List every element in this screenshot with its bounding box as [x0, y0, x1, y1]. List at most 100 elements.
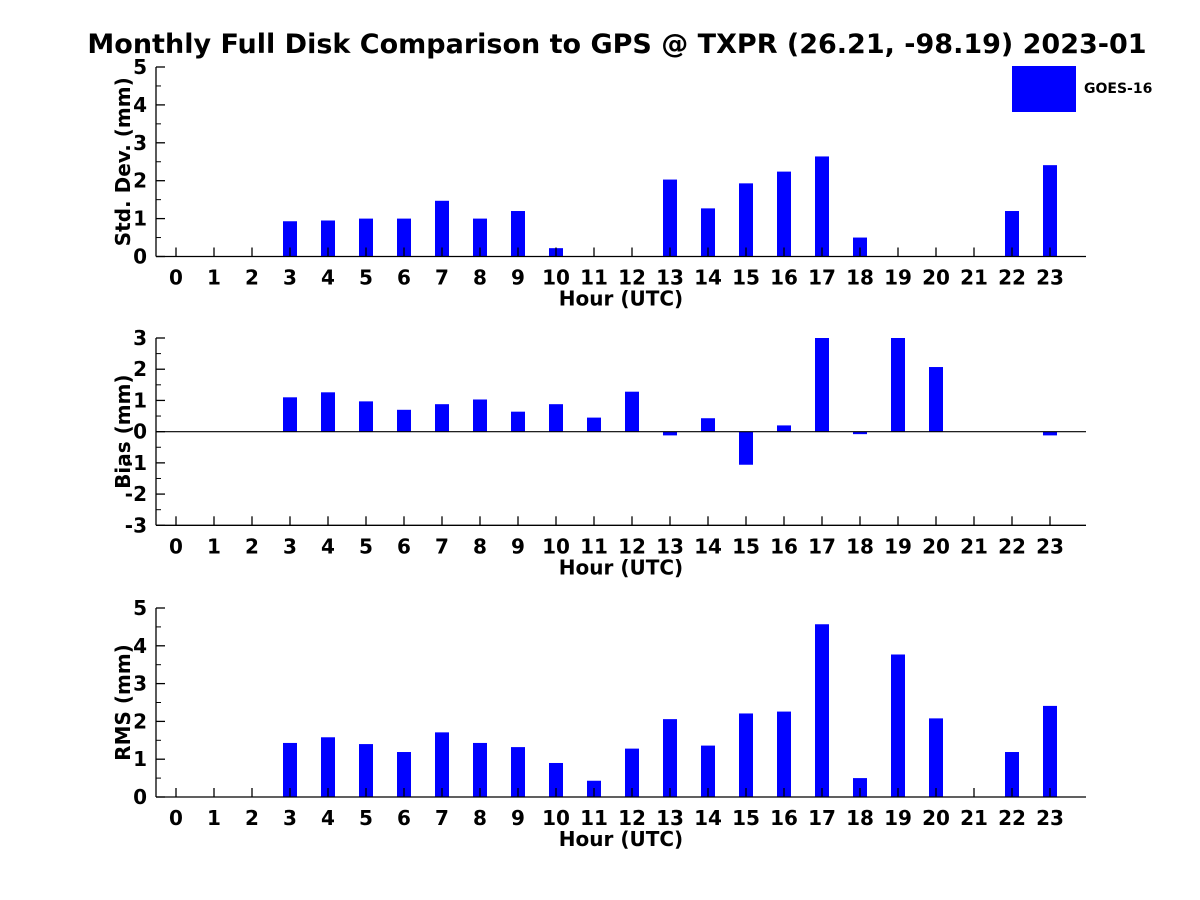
x-tick-label: 15 [732, 534, 760, 558]
x-tick-label: 3 [283, 534, 297, 558]
y-tick-label: 0 [133, 420, 147, 444]
bar-hour-6 [397, 218, 411, 257]
y-tick-label: 3 [133, 131, 147, 155]
x-tick-label: 3 [283, 266, 297, 290]
x-tick-label: 6 [397, 266, 411, 290]
x-tick-label: 17 [808, 806, 836, 830]
x-tick-label: 23 [1036, 266, 1064, 290]
x-tick-label: 7 [435, 806, 449, 830]
x-tick-label: 11 [580, 806, 608, 830]
x-tick-label: 16 [770, 534, 798, 558]
chart-title: Monthly Full Disk Comparison to GPS @ TX… [87, 29, 1147, 60]
bar-hour-20 [929, 718, 943, 797]
bar-hour-5 [359, 401, 373, 432]
bar-hour-8 [473, 742, 487, 797]
bar-hour-17 [815, 338, 829, 432]
bar-hour-23 [1043, 165, 1057, 257]
y-tick-label: 5 [133, 596, 147, 620]
x-tick-label: 21 [960, 806, 988, 830]
bar-hour-7 [435, 732, 449, 797]
x-tick-label: 18 [846, 266, 874, 290]
x-tick-label: 14 [694, 266, 722, 290]
bar-hour-13 [663, 179, 677, 257]
bar-hour-22 [1005, 752, 1019, 797]
x-tick-label: 8 [473, 534, 487, 558]
y-tick-label: 4 [133, 634, 147, 658]
x-tick-label: 0 [169, 534, 183, 558]
bar-hour-8 [473, 399, 487, 432]
bar-hour-9 [511, 747, 525, 797]
x-tick-label: 22 [998, 534, 1026, 558]
x-tick-label: 4 [321, 806, 335, 830]
x-tick-label: 14 [694, 806, 722, 830]
bar-hour-7 [435, 404, 449, 432]
x-tick-label: 18 [846, 806, 874, 830]
y-tick-label: 0 [133, 245, 147, 269]
bar-hour-15 [739, 431, 753, 465]
bar-hour-18 [853, 778, 867, 797]
legend-swatch-goes16 [1012, 66, 1076, 112]
x-tick-label: 4 [321, 266, 335, 290]
x-tick-label: 22 [998, 806, 1026, 830]
x-tick-label: 23 [1036, 806, 1064, 830]
x-axis-label: Hour (UTC) [559, 827, 683, 851]
bar-hour-13 [663, 431, 677, 436]
bar-hour-10 [549, 762, 563, 797]
y-tick-label: 2 [133, 357, 147, 381]
x-tick-label: 1 [207, 534, 221, 558]
x-tick-label: 7 [435, 534, 449, 558]
x-tick-label: 22 [998, 266, 1026, 290]
x-tick-label: 17 [808, 266, 836, 290]
y-tick-label: -2 [125, 482, 147, 506]
y-tick-label: 4 [133, 93, 147, 117]
x-tick-label: 10 [542, 266, 570, 290]
x-tick-label: 11 [580, 534, 608, 558]
x-tick-label: 13 [656, 266, 684, 290]
bar-hour-4 [321, 220, 335, 257]
x-tick-label: 10 [542, 534, 570, 558]
y-tick-label: -1 [125, 451, 147, 475]
x-tick-label: 15 [732, 266, 760, 290]
x-tick-label: 8 [473, 266, 487, 290]
bar-hour-4 [321, 392, 335, 432]
y-axis-label: Bias (mm) [111, 374, 135, 488]
y-axis-label: Std. Dev. (mm) [111, 77, 135, 246]
y-tick-label: 1 [133, 388, 147, 412]
x-tick-label: 0 [169, 806, 183, 830]
x-tick-label: 7 [435, 266, 449, 290]
bar-hour-3 [283, 221, 297, 257]
x-axis-label: Hour (UTC) [559, 287, 683, 311]
x-tick-label: 13 [656, 806, 684, 830]
bar-hour-22 [1005, 211, 1019, 257]
y-tick-label: -3 [125, 513, 147, 537]
bar-hour-14 [701, 418, 715, 432]
bar-hour-18 [853, 431, 867, 435]
bar-hour-23 [1043, 705, 1057, 797]
x-tick-label: 0 [169, 266, 183, 290]
x-tick-label: 13 [656, 534, 684, 558]
bar-hour-19 [891, 338, 905, 432]
bar-hour-9 [511, 411, 525, 432]
bar-hour-14 [701, 745, 715, 797]
x-tick-label: 21 [960, 534, 988, 558]
x-tick-label: 8 [473, 806, 487, 830]
bar-hour-16 [777, 171, 791, 257]
bar-hour-16 [777, 425, 791, 432]
y-tick-label: 2 [133, 169, 147, 193]
bar-hour-7 [435, 200, 449, 257]
bar-hour-6 [397, 752, 411, 797]
y-tick-label: 1 [133, 207, 147, 231]
x-tick-label: 19 [884, 266, 912, 290]
x-tick-label: 12 [618, 806, 646, 830]
bar-hour-13 [663, 719, 677, 797]
x-tick-label: 23 [1036, 534, 1064, 558]
x-tick-label: 5 [359, 534, 373, 558]
x-tick-label: 1 [207, 266, 221, 290]
y-tick-label: 0 [133, 785, 147, 809]
x-tick-label: 4 [321, 534, 335, 558]
x-tick-label: 6 [397, 806, 411, 830]
bar-hour-3 [283, 742, 297, 797]
